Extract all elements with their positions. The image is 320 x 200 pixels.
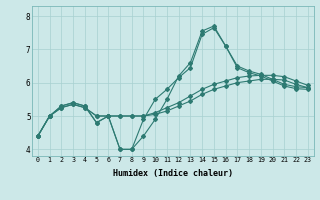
X-axis label: Humidex (Indice chaleur): Humidex (Indice chaleur) xyxy=(113,169,233,178)
